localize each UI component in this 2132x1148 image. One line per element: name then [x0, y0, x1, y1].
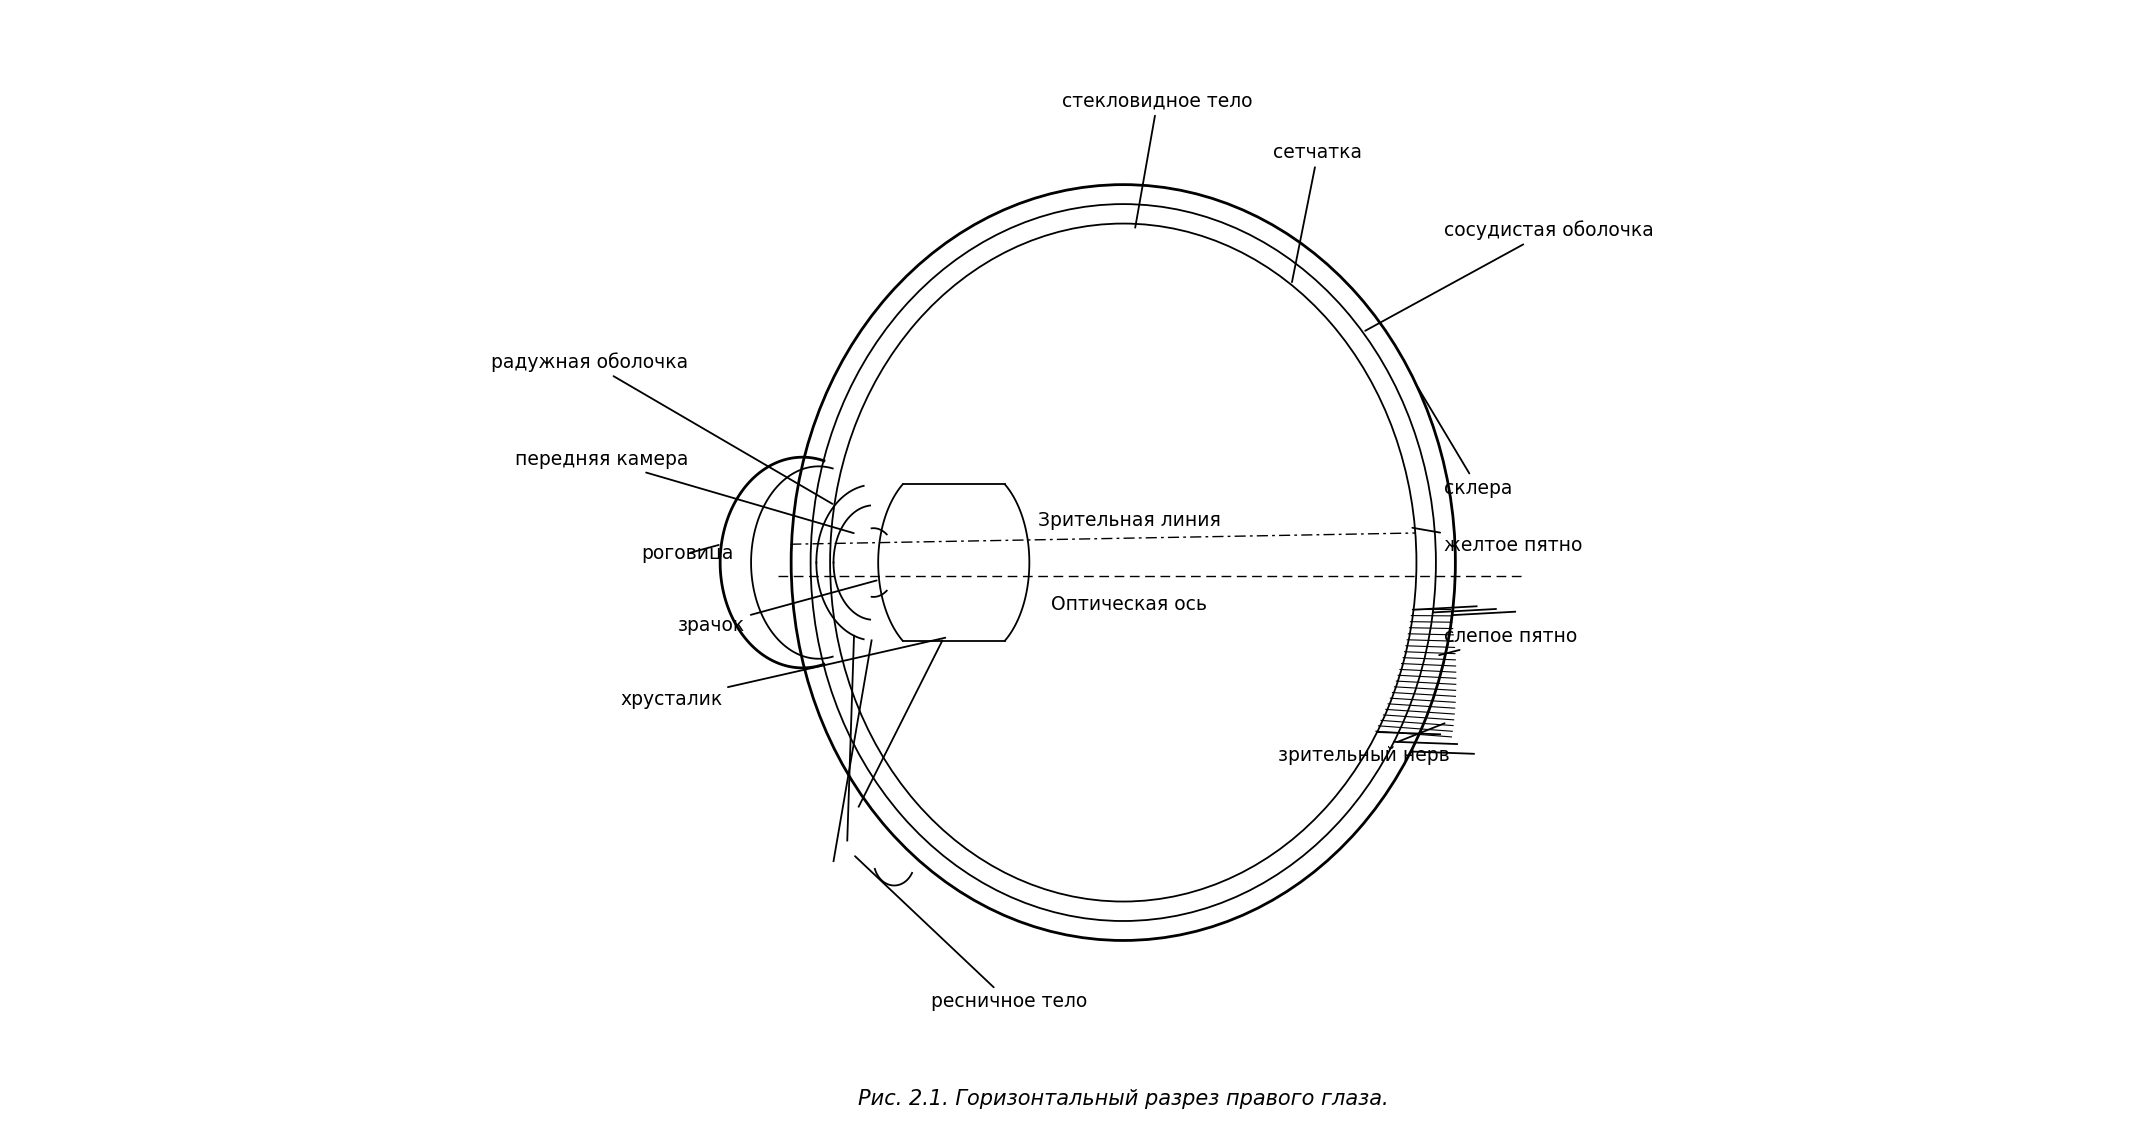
Text: Рис. 2.1. Горизонтальный разрез правого глаза.: Рис. 2.1. Горизонтальный разрез правого …	[857, 1088, 1388, 1109]
Text: ресничное тело: ресничное тело	[855, 856, 1087, 1011]
Text: склера: склера	[1418, 388, 1512, 497]
Text: зрительный нерв: зрительный нерв	[1277, 723, 1450, 765]
Text: Оптическая ось: Оптическая ось	[1051, 595, 1207, 614]
Text: слепое пятно: слепое пятно	[1439, 628, 1578, 656]
Text: сосудистая оболочка: сосудистая оболочка	[1364, 220, 1654, 331]
Text: сетчатка: сетчатка	[1273, 142, 1362, 282]
Text: стекловидное тело: стекловидное тело	[1062, 91, 1254, 227]
Text: желтое пятно: желтое пятно	[1411, 528, 1582, 554]
Text: хрусталик: хрусталик	[620, 638, 944, 709]
Text: зрачок: зрачок	[678, 581, 876, 635]
Text: передняя камера: передняя камера	[514, 450, 853, 533]
Text: Зрительная линия: Зрительная линия	[1038, 512, 1220, 530]
Text: роговица: роговица	[642, 544, 733, 563]
Text: радужная оболочка: радужная оболочка	[490, 352, 831, 504]
